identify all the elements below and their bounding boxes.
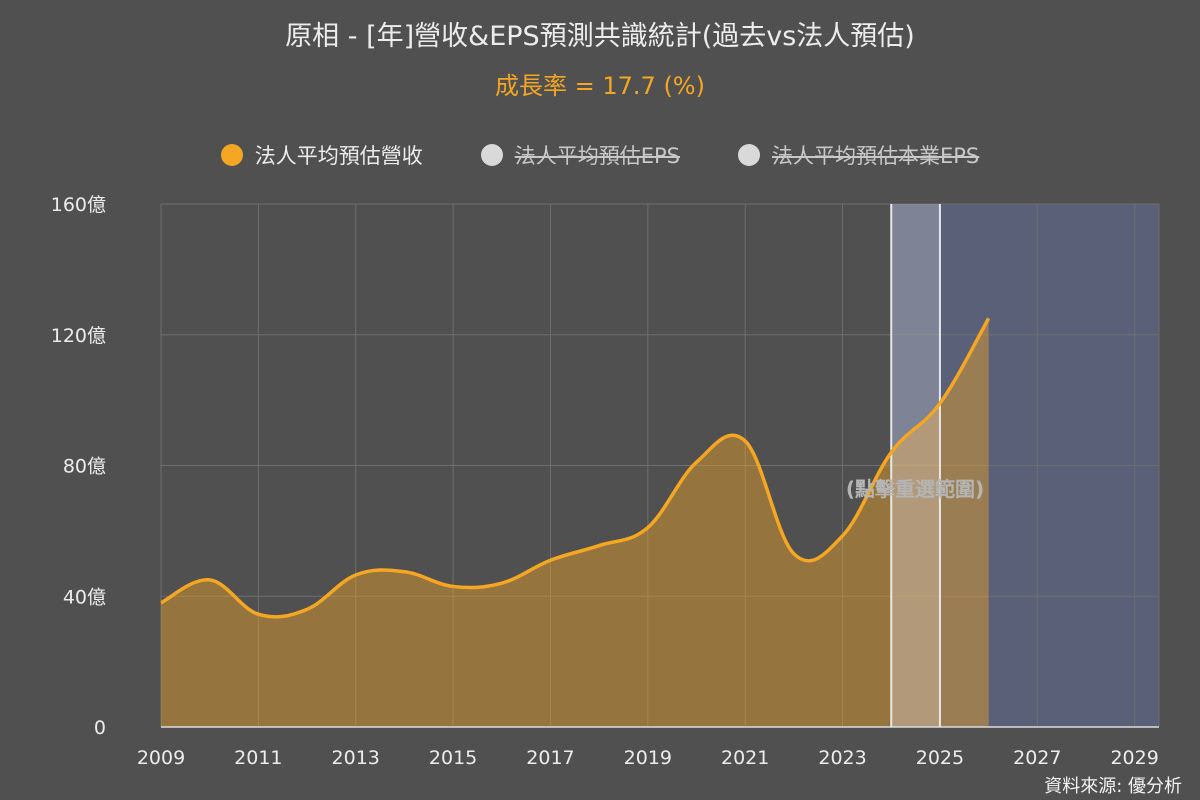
legend-item-1[interactable]: 法人平均預估EPS bbox=[480, 140, 680, 170]
chart-legend: 法人平均預估營收 法人平均預估EPS 法人平均預估本業EPS bbox=[0, 140, 1200, 170]
data-source: 資料來源: 優分析 bbox=[1044, 776, 1182, 797]
x-tick-label: 2017 bbox=[526, 747, 574, 769]
y-tick-label: 80億 bbox=[63, 456, 106, 478]
revenue-line bbox=[160, 317, 991, 619]
x-tick-label: 2027 bbox=[1013, 747, 1061, 769]
reselect-range-hint[interactable]: (點擊重選範圍) bbox=[846, 477, 984, 501]
y-tick-label: 120億 bbox=[51, 325, 106, 347]
legend-marker bbox=[220, 144, 243, 166]
x-tick-label: 2009 bbox=[137, 747, 185, 769]
x-tick-label: 2015 bbox=[429, 747, 477, 769]
x-tick-label: 2019 bbox=[624, 747, 672, 769]
x-tick-label: 2029 bbox=[1110, 747, 1158, 769]
x-tick-label: 2011 bbox=[234, 747, 282, 769]
legend-marker bbox=[738, 144, 760, 166]
x-tick-label: 2013 bbox=[332, 747, 380, 769]
legend-label: 法人平均預估EPS bbox=[514, 144, 680, 168]
legend-item-0[interactable]: 法人平均預估營收 bbox=[220, 140, 423, 170]
x-tick-label: 2023 bbox=[818, 747, 866, 769]
legend-label: 法人平均預估本業EPS bbox=[772, 144, 980, 168]
x-tick-label: 2021 bbox=[721, 747, 769, 769]
legend-item-2[interactable]: 法人平均預估本業EPS bbox=[738, 140, 979, 170]
chart-title: 原相 - [年]營收&EPS預測共識統計(過去vs法人預估) bbox=[285, 21, 915, 52]
x-tick-label: 2025 bbox=[916, 747, 964, 769]
y-tick-label: 40億 bbox=[63, 586, 106, 608]
legend-marker bbox=[480, 144, 503, 166]
legend-label: 法人平均預估營收 bbox=[254, 144, 423, 168]
chart-subtitle: 成長率 = 17.7 (%) bbox=[495, 72, 705, 100]
selection-range[interactable] bbox=[891, 204, 940, 727]
y-tick-label: 160億 bbox=[51, 194, 106, 216]
revenue-area bbox=[161, 318, 989, 727]
y-tick-label: 0 bbox=[94, 717, 106, 739]
